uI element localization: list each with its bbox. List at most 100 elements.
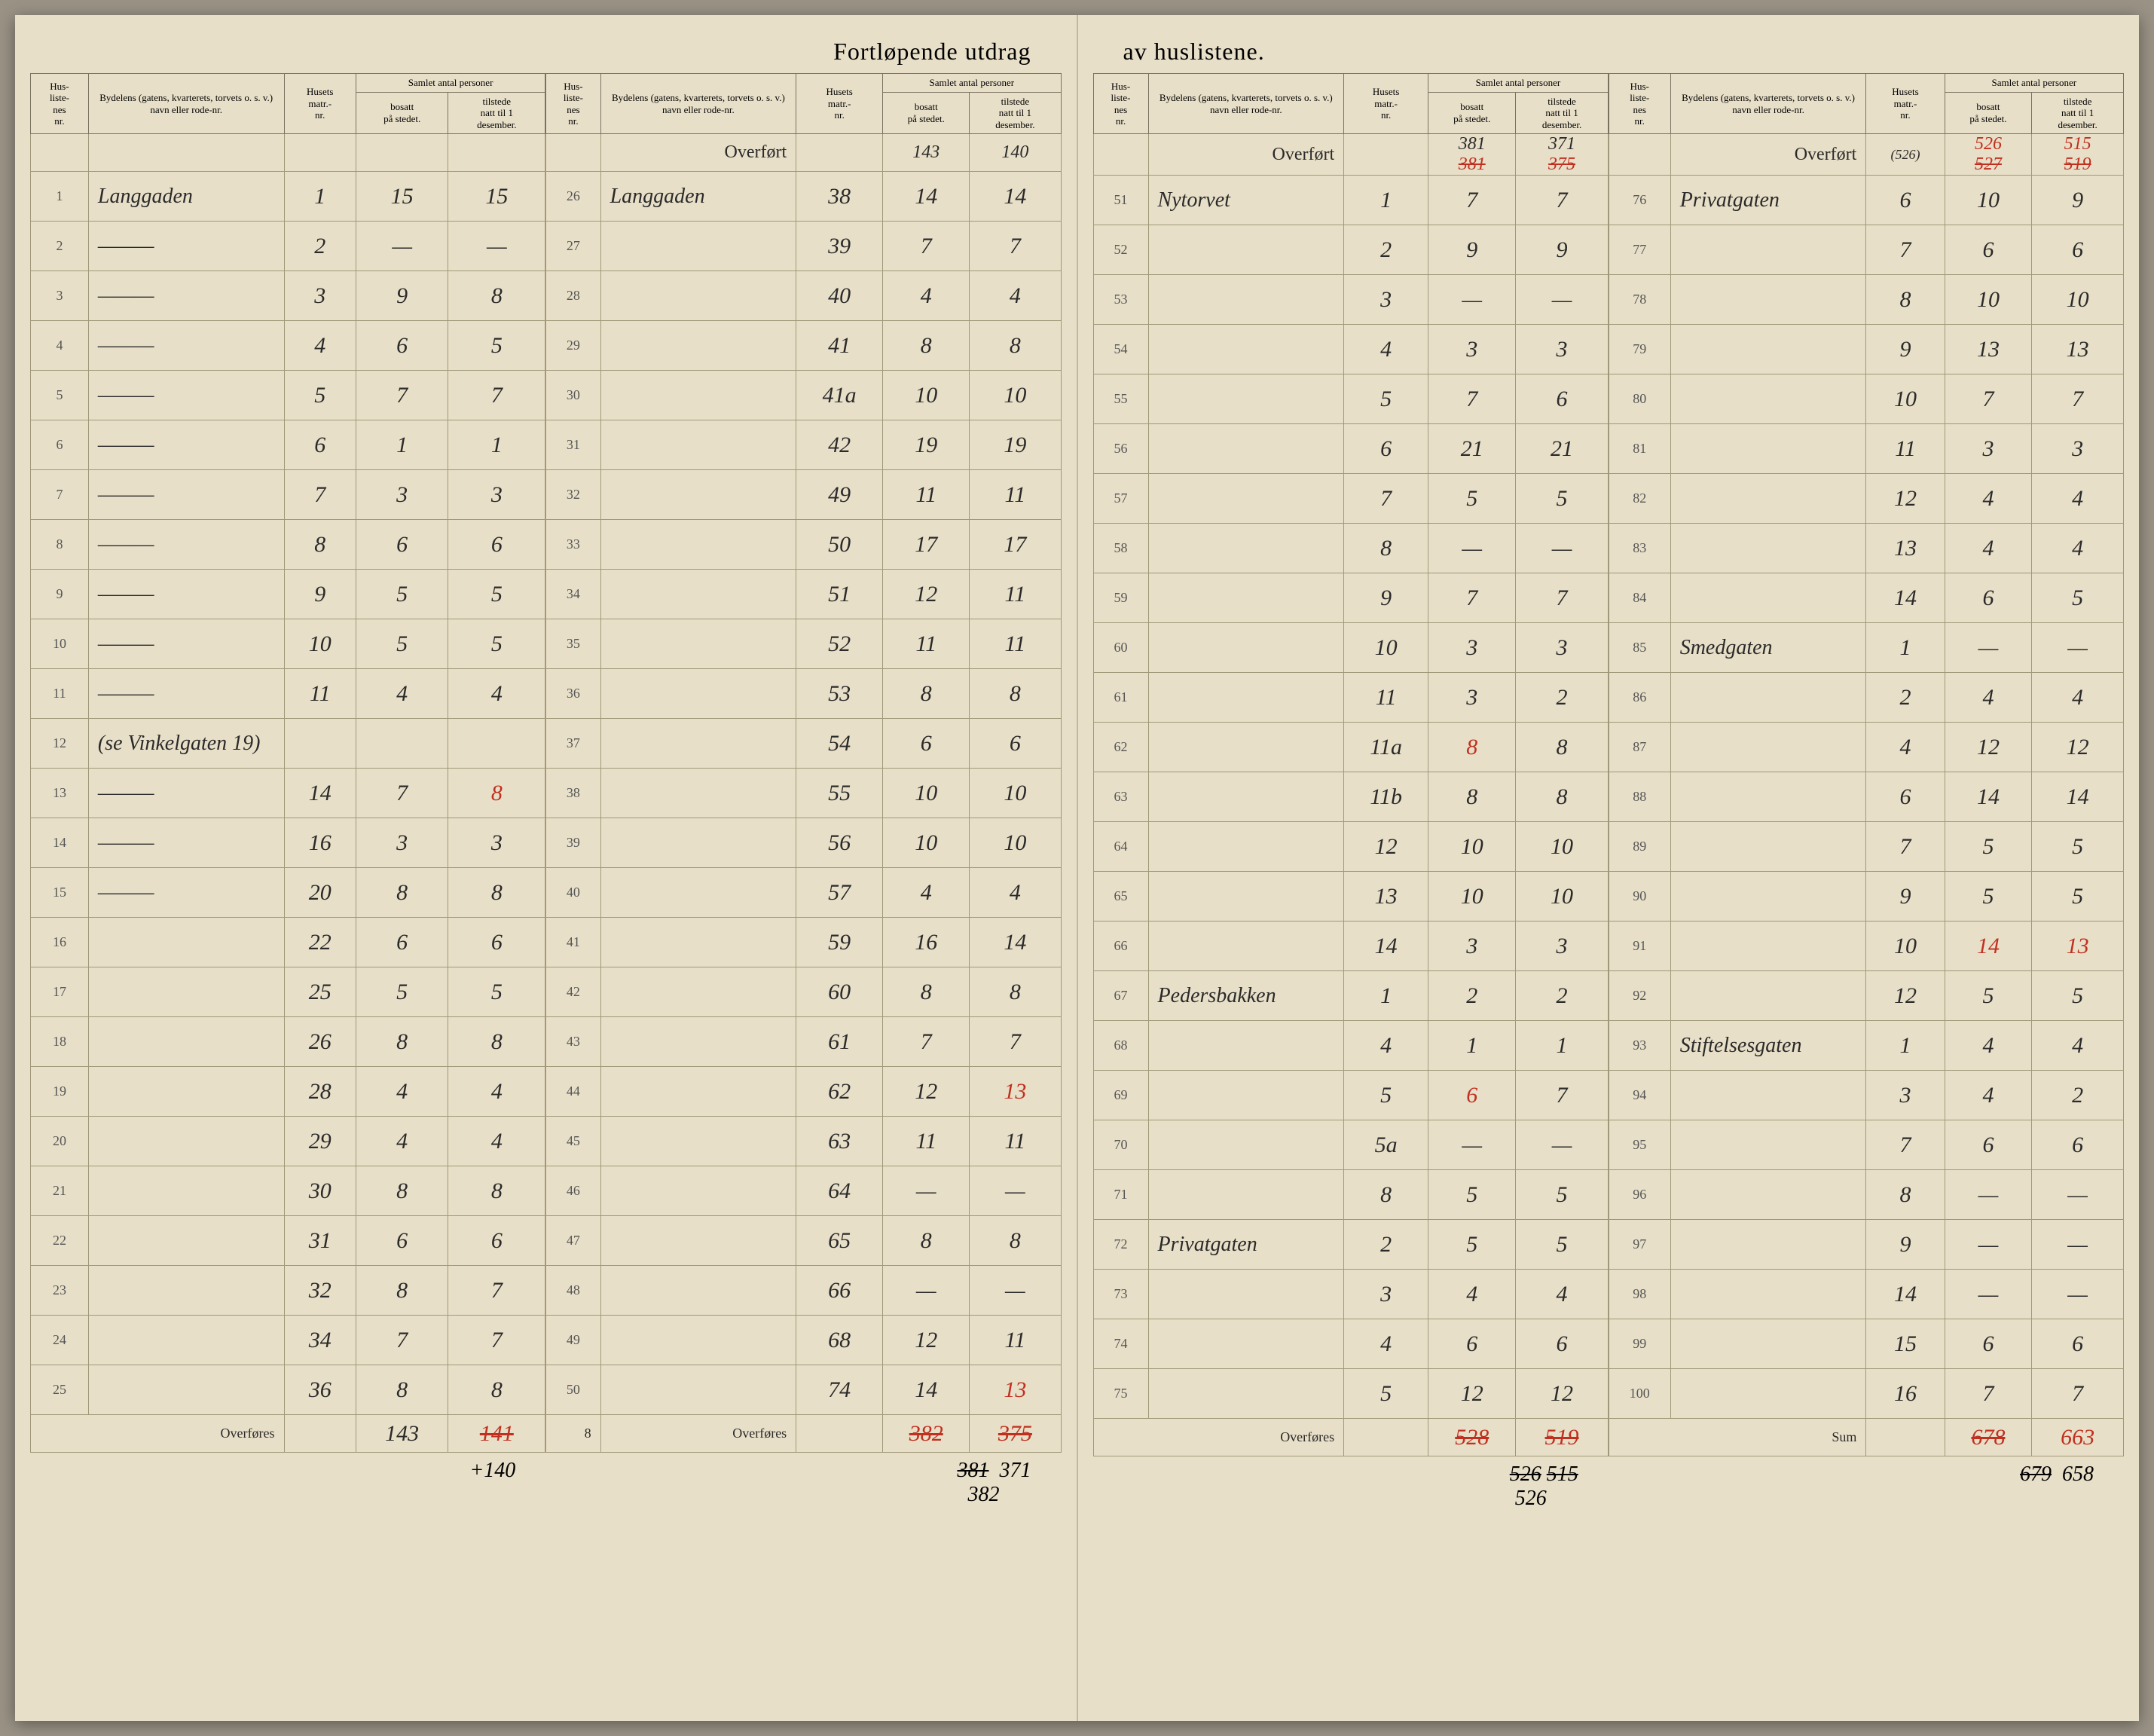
row-matr: 5 — [1344, 374, 1428, 424]
row-nr: 5 — [31, 371, 89, 420]
row-matr: 41a — [796, 371, 883, 420]
row-matr: 11 — [1344, 673, 1428, 723]
row-bosatt: 19 — [883, 420, 970, 470]
row-matr: 74 — [796, 1365, 883, 1415]
col4-overfort-tilstede: 515519 — [2032, 134, 2124, 176]
row-bosatt: 6 — [356, 918, 448, 967]
row-bosatt: 17 — [883, 520, 970, 570]
row-name — [1148, 1120, 1344, 1170]
row-tilstede: 7 — [448, 371, 545, 420]
table-row: 43 61 7 7 — [546, 1017, 1061, 1067]
row-name — [600, 470, 796, 520]
row-name: Langgaden — [88, 172, 284, 222]
row-nr: 93 — [1609, 1021, 1670, 1071]
row-matr: 34 — [284, 1316, 356, 1365]
row-nr: 95 — [1609, 1120, 1670, 1170]
row-bosatt: — — [356, 222, 448, 271]
row-nr: 24 — [31, 1316, 89, 1365]
row-name — [1148, 1270, 1344, 1319]
table-row: 4 ——— 4 6 5 — [31, 321, 545, 371]
row-name — [1148, 623, 1344, 673]
row-tilstede: 4 — [1516, 1270, 1608, 1319]
table-row: 97 9 — — — [1609, 1220, 2123, 1270]
row-nr: 33 — [546, 520, 600, 570]
row-tilstede: 11 — [970, 619, 1061, 669]
row-name: ——— — [88, 520, 284, 570]
row-matr: 15 — [1866, 1319, 1945, 1369]
table-row: 30 41a 10 10 — [546, 371, 1061, 420]
row-bosatt: 5 — [1945, 822, 2032, 872]
row-tilstede: 5 — [448, 967, 545, 1017]
row-nr: 99 — [1609, 1319, 1670, 1369]
row-matr: 3 — [1866, 1071, 1945, 1120]
row-nr: 18 — [31, 1017, 89, 1067]
row-matr: 5 — [284, 371, 356, 420]
table-row: 25 36 8 8 — [31, 1365, 545, 1415]
row-nr: 70 — [1093, 1120, 1148, 1170]
row-name — [600, 520, 796, 570]
table-row: 65 13 10 10 — [1093, 872, 1608, 921]
row-tilstede: 5 — [2032, 822, 2124, 872]
row-name — [1148, 822, 1344, 872]
row-tilstede: — — [448, 222, 545, 271]
row-name — [1670, 971, 1866, 1021]
row-bosatt: 7 — [1945, 1369, 2032, 1419]
row-bosatt: 15 — [356, 172, 448, 222]
row-matr: 42 — [796, 420, 883, 470]
row-nr: 21 — [31, 1166, 89, 1216]
row-matr: 2 — [284, 222, 356, 271]
row-bosatt: 4 — [1945, 1071, 2032, 1120]
row-nr: 57 — [1093, 474, 1148, 524]
row-bosatt: 10 — [1428, 872, 1516, 921]
row-matr: 12 — [1866, 474, 1945, 524]
row-bosatt: 10 — [1428, 822, 1516, 872]
row-bosatt: 12 — [883, 1316, 970, 1365]
row-matr: 11b — [1344, 772, 1428, 822]
row-tilstede: 1 — [1516, 1021, 1608, 1071]
row-nr: 81 — [1609, 424, 1670, 474]
row-nr: 72 — [1093, 1220, 1148, 1270]
table-row: 80 10 7 7 — [1609, 374, 2123, 424]
row-matr: 52 — [796, 619, 883, 669]
row-tilstede: 14 — [2032, 772, 2124, 822]
row-tilstede: 11 — [970, 1117, 1061, 1166]
row-bosatt: 11 — [883, 470, 970, 520]
row-tilstede: 7 — [2032, 1369, 2124, 1419]
row-matr: 1 — [284, 172, 356, 222]
table-row: 35 52 11 11 — [546, 619, 1061, 669]
row-name — [1670, 921, 1866, 971]
row-tilstede: 7 — [970, 222, 1061, 271]
row-tilstede: 4 — [448, 669, 545, 719]
row-name — [600, 967, 796, 1017]
row-name — [600, 1316, 796, 1365]
row-nr: 40 — [546, 868, 600, 918]
row-matr: 13 — [1866, 524, 1945, 573]
row-name — [1148, 1319, 1344, 1369]
row-nr: 7 — [31, 470, 89, 520]
row-bosatt: 3 — [1428, 623, 1516, 673]
row-bosatt: 14 — [883, 172, 970, 222]
row-tilstede: 3 — [1516, 921, 1608, 971]
row-matr: 20 — [284, 868, 356, 918]
row-nr: 50 — [546, 1365, 600, 1415]
row-bosatt: 4 — [1945, 1021, 2032, 1071]
row-matr: 5a — [1344, 1120, 1428, 1170]
row-name — [1670, 772, 1866, 822]
row-tilstede: 4 — [2032, 524, 2124, 573]
row-matr: 16 — [284, 818, 356, 868]
table-row: 46 64 — — — [546, 1166, 1061, 1216]
row-nr: 48 — [546, 1266, 600, 1316]
table-row: 70 5a — — — [1093, 1120, 1608, 1170]
row-name: ——— — [88, 420, 284, 470]
row-nr: 87 — [1609, 723, 1670, 772]
row-tilstede: 5 — [448, 570, 545, 619]
table-row: 73 3 4 4 — [1093, 1270, 1608, 1319]
table-row: 67 Pedersbakken 1 2 2 — [1093, 971, 1608, 1021]
row-nr: 12 — [31, 719, 89, 769]
row-nr: 17 — [31, 967, 89, 1017]
row-matr: 14 — [1866, 1270, 1945, 1319]
row-matr: 28 — [284, 1067, 356, 1117]
row-tilstede: 5 — [448, 619, 545, 669]
row-tilstede: 5 — [2032, 872, 2124, 921]
table-row: 32 49 11 11 — [546, 470, 1061, 520]
